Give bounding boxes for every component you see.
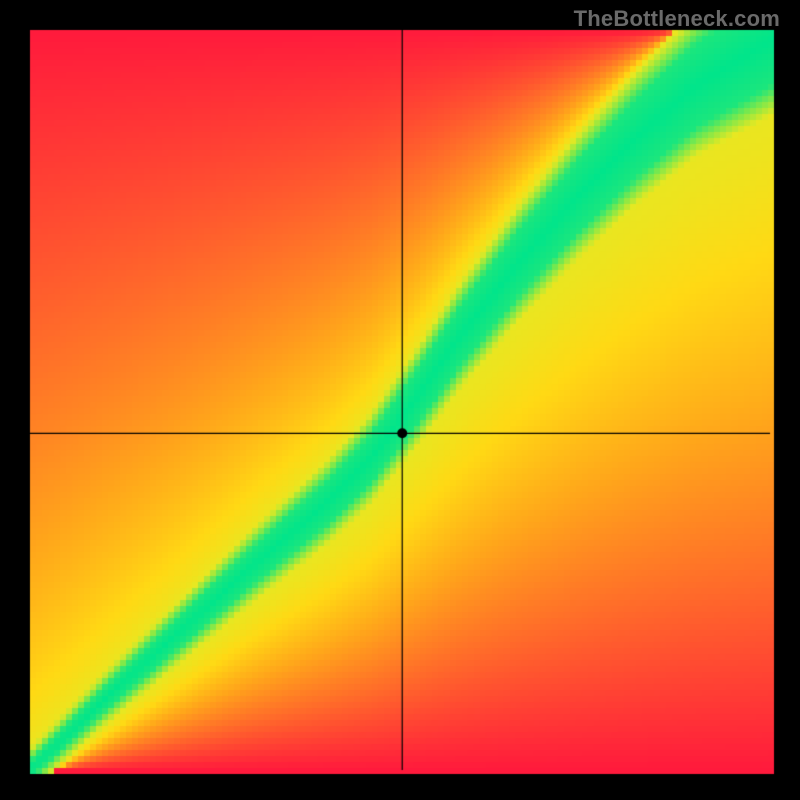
bottleneck-heatmap [0,0,800,800]
watermark-text: TheBottleneck.com [574,6,780,32]
chart-container: TheBottleneck.com [0,0,800,800]
